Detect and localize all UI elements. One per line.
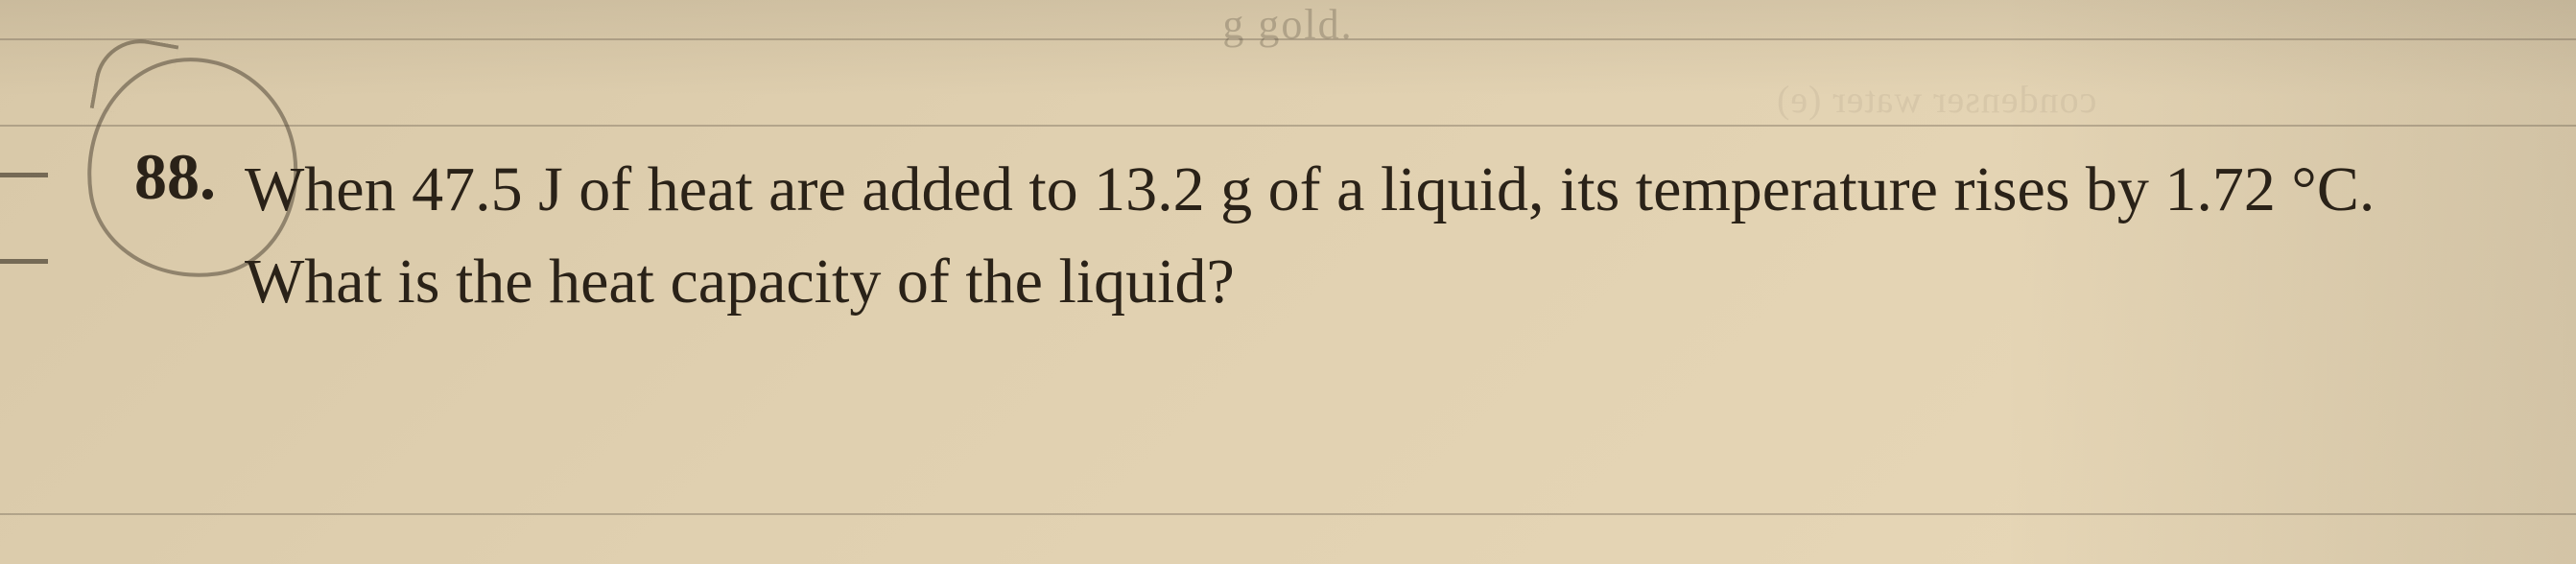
rule-line [0, 125, 2576, 127]
rule-line [0, 513, 2576, 515]
margin-tick [0, 259, 48, 264]
margin-tick [0, 173, 48, 177]
bleed-through-text: condenser water (e) [1776, 77, 2096, 122]
problem-number: 88. [134, 144, 216, 209]
problem-container: 88. When 47.5 J of heat are added to 13.… [134, 144, 2518, 327]
problem-text: When 47.5 J of heat are added to 13.2 g … [245, 144, 2518, 327]
pencil-circle-tail [90, 33, 179, 122]
partial-top-text: g gold. [1222, 0, 1353, 49]
textbook-page: g gold. condenser water (e) 88. When 47.… [0, 0, 2576, 564]
